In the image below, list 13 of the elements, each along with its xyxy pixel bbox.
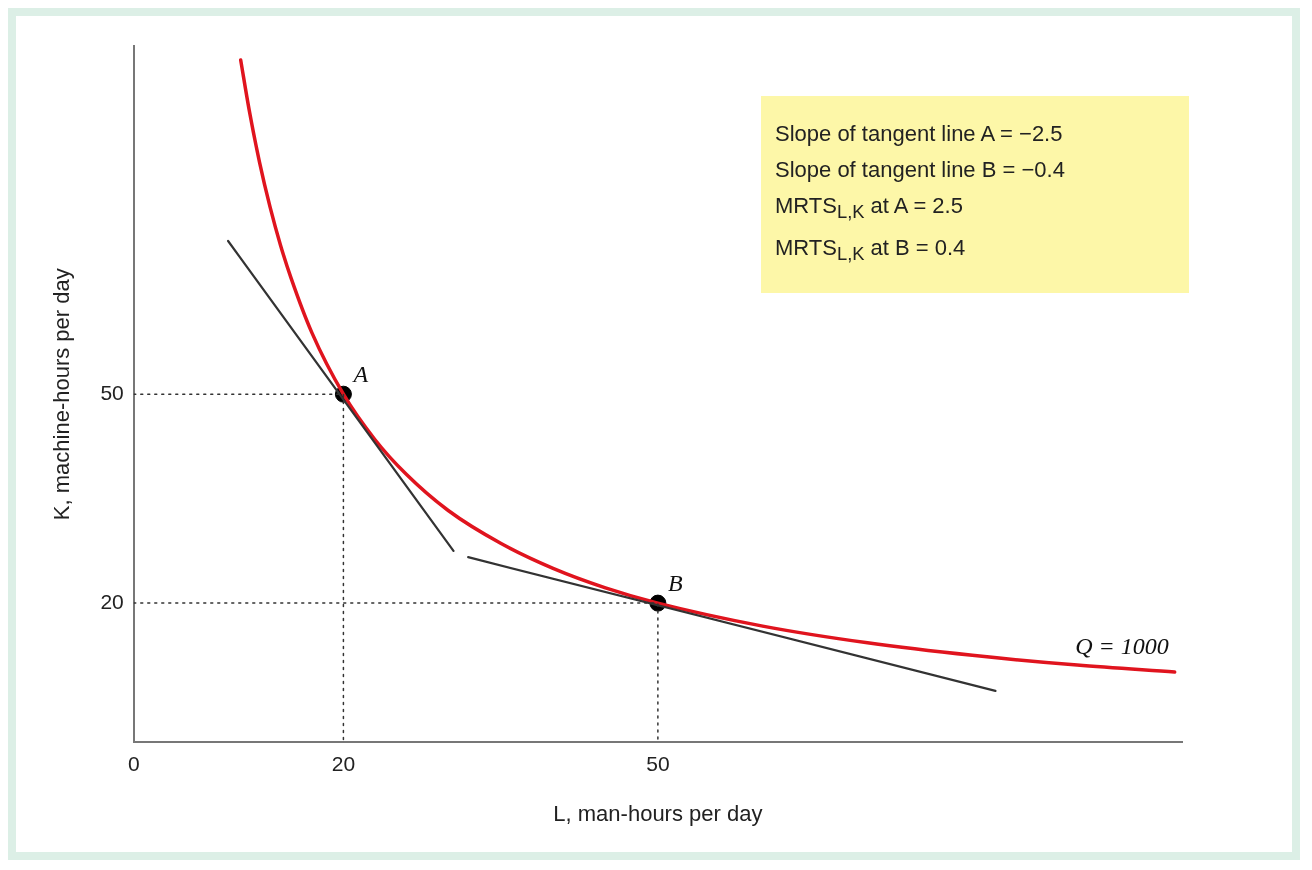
annotation: B [667,570,683,597]
annotation: Q = 1000 [1075,633,1169,660]
y-axis-title: K, machine-hours per day [49,268,75,521]
x-tick-label: 50 [646,751,670,775]
x-axis-title: L, man-hours per day [553,800,763,826]
annotation: MRTS$_{L,K}$ at A = 2.5 [775,192,964,225]
annotation: Slope of tangent line A = −2.5 [775,120,1064,148]
x-tick-label: 0 [127,751,140,775]
annotation: Slope of tangent line B = −0.4 [775,156,1066,184]
annotation: A [351,361,369,388]
annotation: MRTS$_{L,K}$ at B = 0.4 [775,234,967,267]
line-series [238,58,1177,674]
x-tick-label: 20 [331,751,356,775]
